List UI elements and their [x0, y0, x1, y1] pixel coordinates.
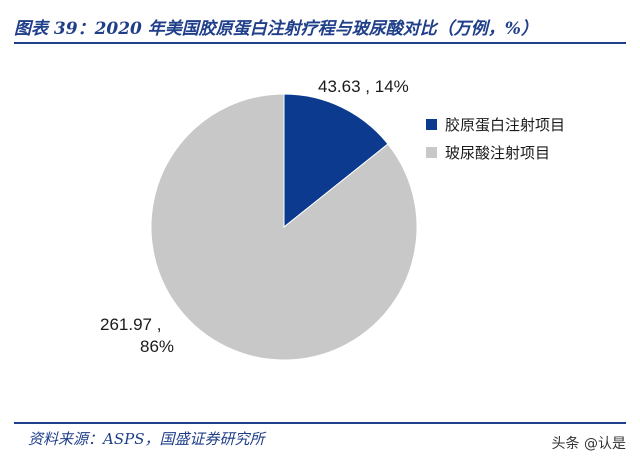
- chart-legend: 胶原蛋白注射项目 玻尿酸注射项目: [426, 112, 565, 168]
- data-label-hyaluronic-percent: 86%: [140, 337, 175, 356]
- footer-divider: [14, 422, 626, 424]
- pie-slice-collagen: [283, 93, 389, 229]
- data-label-collagen: 43.63 , 14%: [318, 76, 409, 98]
- data-label-collagen-value: 43.63 ,: [318, 77, 370, 96]
- legend-label-hyaluronic: 玻尿酸注射项目: [445, 143, 551, 162]
- data-label-collagen-percent: 14%: [374, 77, 409, 96]
- source-note: 资料来源：ASPS，国盛证券研究所: [28, 430, 265, 448]
- watermark: 头条 @认是: [551, 436, 626, 452]
- legend-swatch-collagen: [426, 118, 437, 130]
- title-divider: [14, 42, 626, 44]
- pie-slice-hyaluronic: [150, 93, 418, 361]
- legend-label-collagen: 胶原蛋白注射项目: [445, 115, 566, 134]
- legend-item-collagen: 胶原蛋白注射项目: [426, 112, 565, 136]
- chart-title: 图表 39：2020 年美国胶原蛋白注射疗程与玻尿酸对比（万例，%）: [14, 19, 538, 39]
- data-label-hyaluronic-value: 261.97 ,: [100, 315, 162, 334]
- legend-swatch-hyaluronic: [426, 146, 437, 158]
- legend-item-hyaluronic: 玻尿酸注射项目: [426, 140, 565, 164]
- data-label-hyaluronic: 261.97 , 86%: [100, 314, 174, 358]
